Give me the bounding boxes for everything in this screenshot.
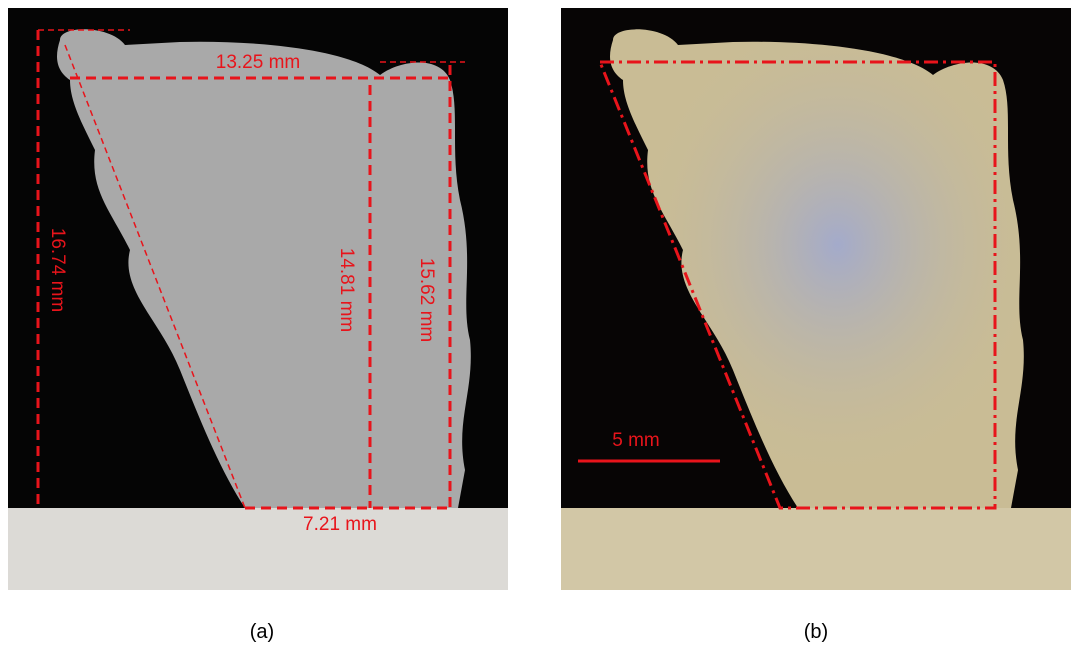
dimension-label: 15.62 mm — [416, 258, 437, 342]
dimension-label: 7.21 mm — [303, 514, 377, 535]
panel-label: (b) — [804, 621, 828, 643]
base-plate — [8, 508, 508, 590]
dimension-label: 13.25 mm — [216, 52, 300, 73]
base-plate — [561, 508, 1071, 590]
dimension-label: 14.81 mm — [336, 248, 357, 332]
scale-bar-label: 5 mm — [612, 430, 660, 451]
panel-b: 5 mm (b) — [561, 8, 1071, 643]
dimension-label: 16.74 mm — [47, 228, 68, 312]
panel-a: 13.25 mm 16.74 mm 14.81 mm 15.62 mm 7.21… — [8, 8, 508, 643]
panel-label: (a) — [250, 621, 274, 643]
figure: 13.25 mm 16.74 mm 14.81 mm 15.62 mm 7.21… — [0, 0, 1081, 646]
